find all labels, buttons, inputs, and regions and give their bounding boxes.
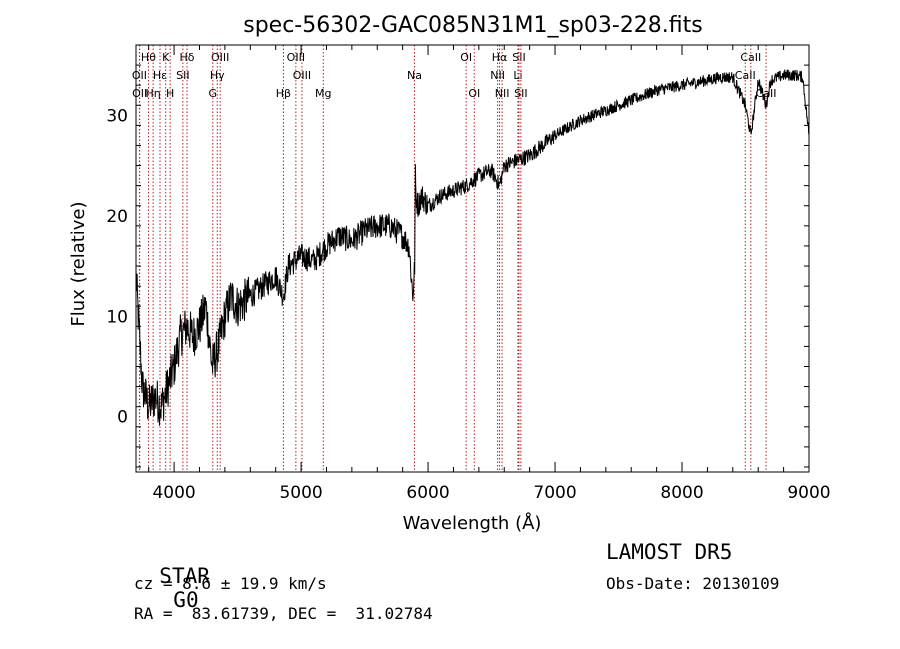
line-marker-label: OI <box>468 87 480 100</box>
line-marker-label: SII <box>176 69 189 82</box>
line-marker-label: SII <box>512 51 525 64</box>
coordinates-label: RA = 83.61739, DEC = 31.02784 <box>134 604 433 623</box>
spectrum-series <box>135 69 810 426</box>
y-tick-label: 0 <box>117 408 128 428</box>
line-marker-label: OIII <box>211 51 229 64</box>
x-axis-label: Wavelength (Å) <box>403 512 542 534</box>
line-marker-label: OIII <box>293 69 311 82</box>
x-tick-label: 9000 <box>787 483 830 503</box>
y-tick-label: 30 <box>106 106 128 126</box>
line-marker-label: Hδ <box>180 51 195 64</box>
x-tick-label: 8000 <box>660 483 703 503</box>
line-marker-label: Hη <box>146 87 161 100</box>
line-marker-label: Hε <box>153 69 167 82</box>
line-marker-label: Hβ <box>276 87 291 100</box>
class-label: STAR <box>159 564 210 588</box>
line-marker-label: OI <box>460 51 472 64</box>
y-axis-label: Flux (relative) <box>68 201 89 326</box>
line-marker-label: OIII <box>287 51 305 64</box>
chart-title: spec-56302-GAC085N31M1_sp03-228.fits <box>243 13 703 38</box>
line-marker-label: Hα <box>492 51 508 64</box>
line-marker-label: SII <box>514 87 527 100</box>
line-marker-label: H <box>166 87 174 100</box>
line-marker-label: K <box>162 51 170 64</box>
y-tick-label: 20 <box>106 207 128 227</box>
line-marker-label: NII <box>490 69 505 82</box>
object-class: STAR G0 <box>134 540 210 612</box>
line-marker-label: Na <box>407 69 422 82</box>
plot-frame <box>135 44 810 473</box>
line-marker-label: Mg <box>315 87 331 100</box>
x-tick-label: 5000 <box>279 483 322 503</box>
x-tick-label: 6000 <box>406 483 449 503</box>
survey-label: LAMOST DR5 <box>606 540 733 564</box>
line-marker-label: Hθ <box>141 51 156 64</box>
x-tick-label: 7000 <box>533 483 576 503</box>
y-tick-label: 10 <box>106 307 128 327</box>
obs-date-label: Obs-Date: 20130109 <box>606 574 780 593</box>
x-axis-ticks: 4000 5000 6000 7000 8000 9000 <box>148 45 831 503</box>
line-marker-label: CaII <box>740 51 761 64</box>
redshift-label: cz = 8.6 ± 19.9 km/s <box>134 574 327 593</box>
x-tick-label: 4000 <box>152 483 195 503</box>
line-marker-label: CaII <box>735 69 756 82</box>
line-marker-label: G <box>209 87 218 100</box>
spectrum-line-0 <box>135 69 810 426</box>
subclass-label: G0 <box>173 588 199 612</box>
line-marker-label: Li <box>513 69 522 82</box>
line-marker-label: NII <box>495 87 510 100</box>
line-marker-label: Hγ <box>210 69 225 82</box>
line-marker-label: CaII <box>756 87 777 100</box>
y-axis-ticks: 0 10 20 30 <box>106 64 809 468</box>
